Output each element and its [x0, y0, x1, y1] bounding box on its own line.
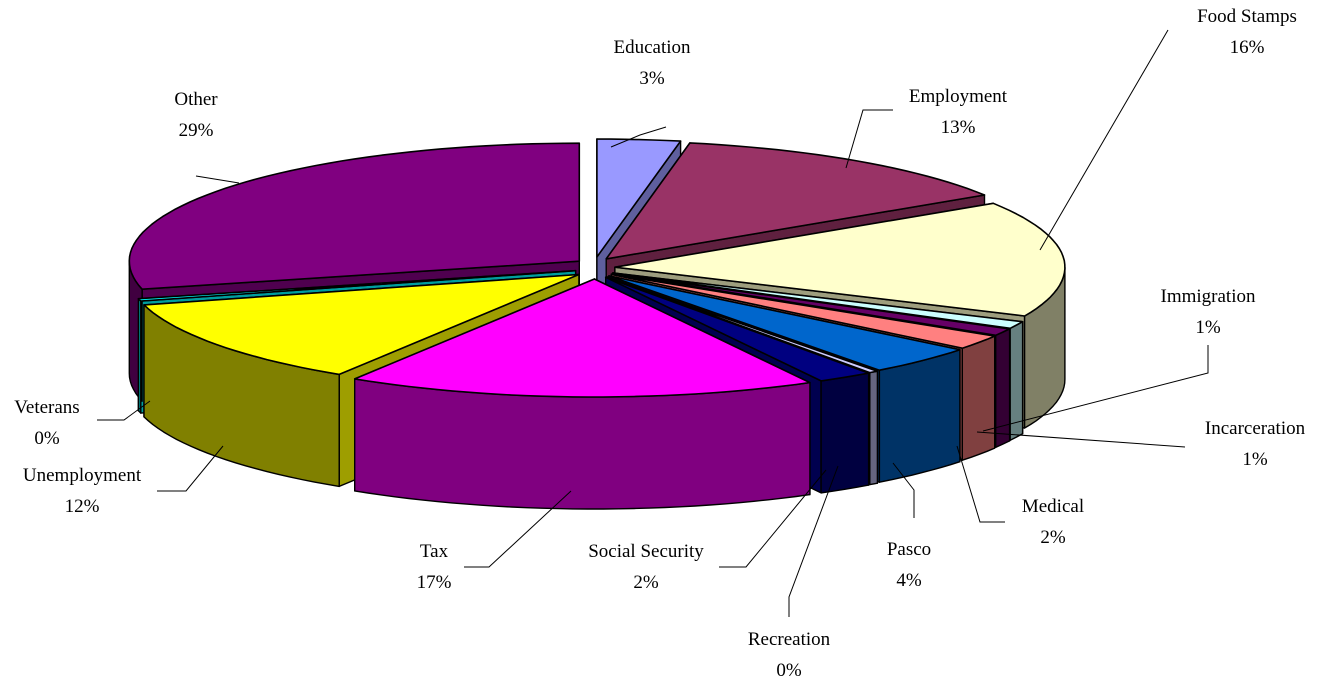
slice-label-other: Other: [174, 89, 218, 110]
slice-value-veterans: 0%: [34, 428, 60, 449]
leader-lines: [97, 29, 1209, 617]
slice-label-food-stamps: Food Stamps: [1197, 6, 1297, 27]
slice-incarceration: [611, 272, 1011, 337]
slice-outer-wall-recreation: [869, 370, 879, 486]
slice-outer-wall-social-security: [820, 372, 870, 494]
slice-label-social-security: Social Security: [588, 541, 704, 562]
slice-tops: [128, 138, 1066, 398]
slice-veterans: [137, 269, 577, 302]
leader-line-food-stamps: [1039, 29, 1169, 251]
slice-other: [128, 142, 581, 291]
leader-line-pasco: [892, 462, 915, 518]
slice-label-incarceration: Incarceration: [1205, 418, 1306, 439]
slice-label-recreation: Recreation: [748, 629, 831, 650]
slice-unemployment: [143, 273, 580, 376]
slice-value-food-stamps: 16%: [1230, 37, 1265, 58]
leader-line-incarceration: [976, 431, 1186, 448]
slice-outer-wall-medical: [961, 335, 996, 461]
slice-medical: [610, 273, 996, 350]
leader-line-veterans: [97, 400, 151, 421]
slice-social-security: [604, 276, 870, 382]
slice-value-social-security: 2%: [633, 572, 659, 593]
slice-tax: [353, 278, 811, 398]
slice-label-immigration: Immigration: [1161, 286, 1256, 307]
slice-value-medical: 2%: [1040, 527, 1066, 548]
leader-line-employment: [845, 109, 893, 169]
slice-employment: [605, 142, 986, 260]
slice-labels: Education 3% Employment 13% Food Stamps 16% Im…: [14, 6, 1305, 681]
slice-value-immigration: 1%: [1195, 317, 1221, 338]
slice-outer-wall-incarceration: [995, 328, 1011, 448]
leader-line-medical: [956, 445, 1005, 523]
slice-value-recreation: 0%: [776, 660, 802, 681]
leader-line-tax: [464, 490, 572, 568]
slice-value-tax: 17%: [417, 572, 452, 593]
slice-label-pasco: Pasco: [887, 539, 931, 560]
leader-line-social-security: [719, 469, 827, 568]
slice-recreation: [606, 276, 879, 374]
slice-value-pasco: 4%: [896, 570, 922, 591]
slice-outer-wall-tax: [354, 378, 811, 510]
slice-pasco: [608, 275, 961, 372]
leader-line-immigration: [982, 345, 1209, 432]
slice-value-incarceration: 1%: [1242, 449, 1268, 470]
slice-value-unemployment: 12%: [65, 496, 100, 517]
slice-food-stamps: [614, 202, 1066, 317]
slice-label-medical: Medical: [1022, 496, 1084, 517]
slice-label-employment: Employment: [909, 86, 1008, 107]
slice-value-other: 29%: [179, 120, 214, 141]
leader-line-education: [610, 126, 667, 148]
leader-line-other: [195, 175, 240, 184]
slice-label-veterans: Veterans: [14, 397, 79, 418]
leader-line-unemployment: [157, 445, 224, 492]
leader-line-recreation: [788, 465, 839, 617]
slice-value-education: 3%: [639, 68, 665, 89]
slice-outer-wall-veterans: [137, 298, 142, 414]
slice-value-employment: 13%: [941, 117, 976, 138]
slice-label-tax: Tax: [420, 541, 449, 562]
slice-label-education: Education: [613, 37, 691, 58]
slice-education: [596, 138, 682, 258]
slice-label-unemployment: Unemployment: [23, 465, 142, 486]
slice-outer-wall-pasco: [878, 349, 961, 483]
